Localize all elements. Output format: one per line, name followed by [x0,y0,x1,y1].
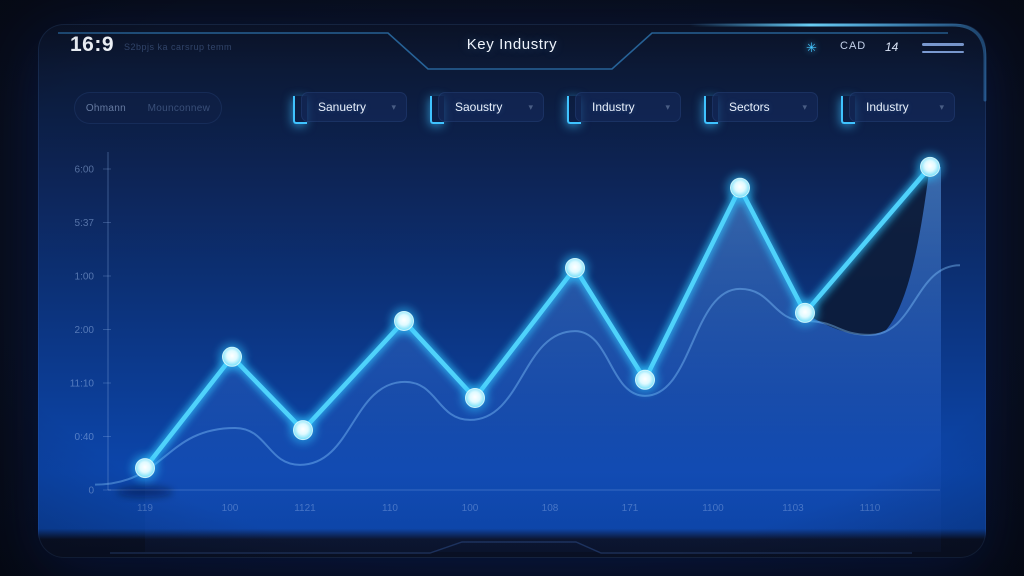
pill-tab-1[interactable]: Ohmann [85,102,126,114]
dropdown-2-label: Saoustry [455,100,503,114]
dropdown-5-label: Industry [866,100,909,114]
dropdown-3-label: Industry [592,100,635,114]
chevron-down-icon: ▾ [391,101,396,112]
dropdown-2[interactable]: Saoustry ▾ [438,92,544,122]
chevron-down-icon: ▾ [802,101,807,112]
chevron-down-icon: ▾ [939,101,944,112]
dropdown-1-label: Sanuetry [318,100,367,114]
dropdown-1[interactable]: Sanuetry ▾ [301,92,407,122]
cad-label[interactable]: CAD [840,40,867,52]
asterisk-icon[interactable]: ✳ [806,40,817,55]
dropdown-5[interactable]: Industry ▾ [849,92,955,122]
segmented-pill[interactable]: Ohmann Mounconnew [74,92,222,124]
header-subtitle: S2bpjs ka carsrup temm [124,42,233,52]
menu-icon[interactable] [922,43,964,54]
user-count-label[interactable]: 14 [885,40,899,54]
page-title: Key Industry [466,36,558,53]
pill-tab-2[interactable]: Mounconnew [147,102,211,114]
chevron-down-icon: ▾ [665,101,670,112]
dropdown-3[interactable]: Industry ▾ [575,92,681,122]
dropdown-4[interactable]: Sectors ▾ [712,92,818,122]
aspect-ratio-label: 16:9 [70,33,115,56]
dropdown-4-label: Sectors [729,100,770,114]
chevron-down-icon: ▾ [528,101,533,112]
